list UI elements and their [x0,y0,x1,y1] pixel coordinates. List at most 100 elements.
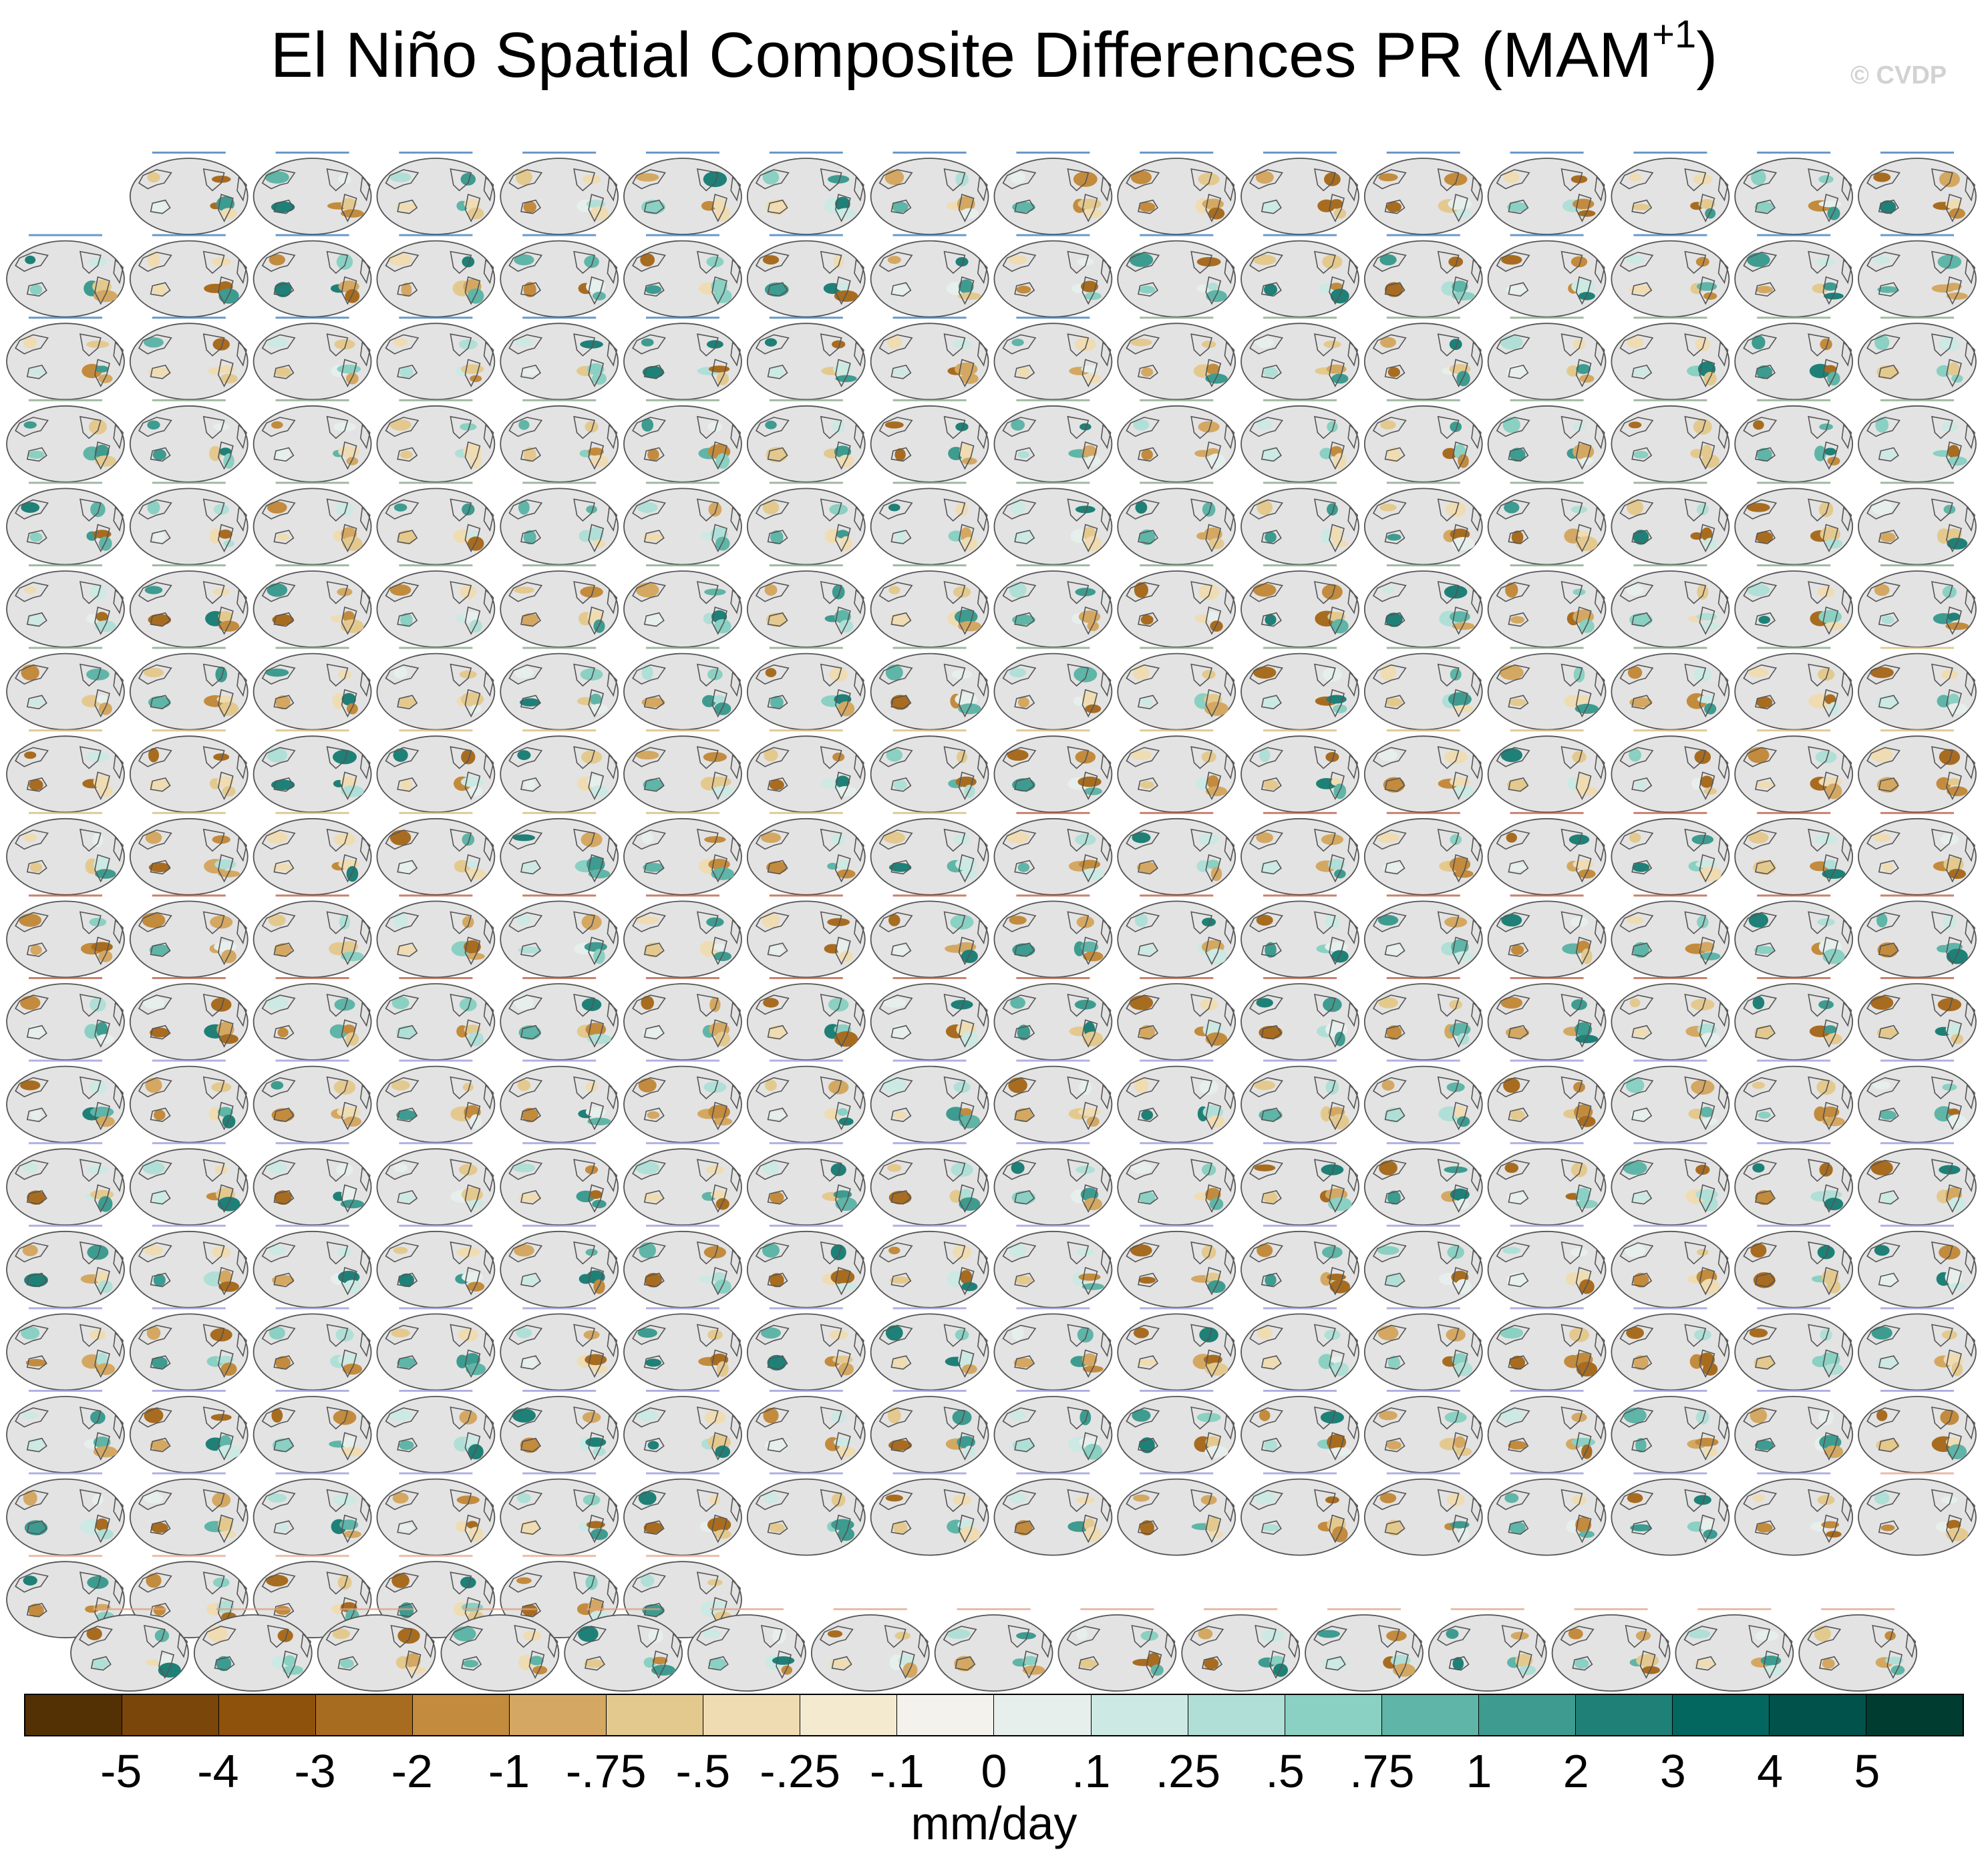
anomaly-patch [1454,1362,1473,1376]
anomaly-patch [1632,862,1650,872]
coastline [1878,447,1899,462]
coastline [632,499,666,520]
coastline [943,168,966,192]
anomaly-patch [1948,1197,1966,1211]
anomaly-patch [1322,1246,1343,1259]
coastline [643,612,665,627]
map-panel [564,1608,683,1692]
anomaly-patch [1824,1197,1844,1211]
coastline [79,1571,102,1595]
anomaly-patch [593,619,605,633]
map-globe [1117,1230,1236,1308]
anomaly-patch [273,1438,294,1453]
map-globe [1117,1478,1236,1556]
coastline [1372,1077,1407,1098]
panel-label [29,1390,102,1392]
anomaly-patch [1818,1000,1834,1010]
map-panel [1240,152,1359,235]
panel-label [1633,977,1707,979]
map-panel [1363,894,1483,978]
coastline [1014,1437,1035,1453]
coastline [520,1024,542,1040]
anomaly-patch [1576,1361,1597,1377]
coastline [767,1520,788,1535]
coastline [94,524,110,553]
coastline [26,447,47,462]
anomaly-patch [962,457,977,465]
anomaly-patch [1951,1362,1963,1376]
anomaly-patch [333,749,357,765]
anomaly-patch [1506,832,1517,843]
panel-label [29,811,102,814]
anomaly-patch [1452,280,1468,293]
anomaly-patch [1321,834,1344,846]
anomaly-patch [212,338,230,351]
map-panel [1240,482,1359,566]
coastline [977,671,988,697]
anomaly-patch [590,455,609,467]
anomaly-patch [762,1161,780,1175]
coastline [202,581,225,604]
coastline [977,1497,988,1523]
map-globe [1240,1313,1359,1391]
panel-label [152,1224,226,1227]
anomaly-patch [1255,337,1274,349]
map-panel [6,1224,125,1308]
map-globe [993,900,1113,978]
coastline [943,911,966,934]
anomaly-patch [25,1358,47,1366]
panel-label [522,1059,597,1062]
anomaly-patch [272,1275,295,1286]
coastline [1965,176,1976,202]
coastline [450,663,472,687]
map-globe [1858,735,1977,813]
anomaly-patch [1947,538,1968,550]
anomaly-patch [839,950,853,962]
anomaly-patch [218,288,239,304]
coastline [890,612,912,627]
coastline [1452,1432,1468,1461]
coastline [1508,1189,1529,1205]
anomaly-patch [1504,502,1520,514]
anomaly-patch [512,834,536,842]
anomaly-patch [1947,1444,1967,1459]
panel-label [29,399,102,401]
panel-label [275,1059,349,1062]
panel-label [1140,894,1214,897]
coastline [217,1266,234,1296]
anomaly-patch [1256,832,1273,844]
coastline [767,860,788,875]
map-panel [1611,482,1730,566]
panel-label [1016,234,1090,236]
anomaly-patch [1196,1413,1221,1423]
anomaly-patch [1200,998,1218,1011]
anomaly-patch [1939,1165,1961,1175]
map-globe [129,1396,248,1473]
coastline [1002,1489,1037,1511]
anomaly-patch [462,916,474,928]
anomaly-patch [1201,1245,1216,1260]
coastline [508,829,543,850]
anomaly-patch [1631,204,1650,210]
coastline [1717,1001,1729,1027]
coastline [397,1437,418,1453]
map-panel [129,1224,248,1308]
anomaly-patch [711,785,733,797]
anomaly-patch [1007,749,1029,761]
coastline [1205,1184,1222,1213]
coastline [464,441,481,470]
map-panel [993,977,1113,1061]
anomaly-patch [276,534,290,541]
coastline [878,1159,913,1180]
anomaly-patch [462,1083,474,1092]
anomaly-patch [1824,1445,1844,1459]
coastline [1946,524,1962,553]
anomaly-patch [99,536,112,551]
coastline [977,1001,988,1027]
coastline [94,1432,110,1461]
coastline [820,168,842,192]
map-globe [1611,1065,1730,1143]
anomaly-patch [212,835,230,844]
panel-label [1016,1307,1090,1310]
